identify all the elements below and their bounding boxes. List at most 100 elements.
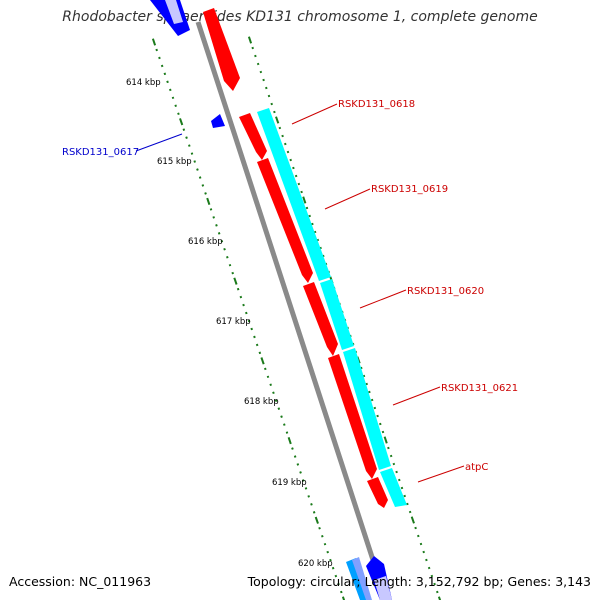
scale-dot: [259, 70, 263, 74]
leader-line: [417, 465, 465, 483]
cds-feature[interactable]: [343, 348, 391, 470]
scale-dot: [174, 104, 177, 108]
scale-dot: [376, 414, 379, 418]
scale-dot: [305, 206, 309, 210]
scale-dot: [182, 128, 186, 131]
scale-dot: [307, 495, 310, 498]
scale-dot: [274, 399, 278, 403]
leader-line: [291, 103, 338, 125]
dotted-scale-lines: [151, 36, 442, 600]
scale-dot: [242, 303, 245, 307]
scale-dot: [430, 574, 434, 578]
scale-dot: [294, 174, 298, 178]
scale-dot: [319, 246, 322, 250]
scale-dot: [217, 232, 221, 235]
kbp-label: 615 kbp: [157, 157, 192, 167]
gene-label-rskd131-0618[interactable]: RSKD131_0618: [338, 99, 415, 110]
scale-dot: [277, 407, 281, 410]
scale-dot: [296, 463, 300, 466]
scale-dot: [272, 391, 275, 395]
cds-feature[interactable]: [320, 279, 354, 350]
kbp-label: 614 kbp: [126, 78, 161, 88]
scale-dot: [284, 142, 287, 146]
scale-dot: [368, 390, 371, 394]
scale-dot: [436, 590, 439, 594]
scale-dot: [414, 526, 417, 530]
scale-dot: [223, 247, 226, 251]
scale-dot: [323, 542, 327, 546]
scale-dot: [267, 94, 271, 98]
scale-dot: [293, 455, 297, 458]
reverse-gene-feature[interactable]: [374, 576, 392, 600]
scale-dot: [281, 134, 284, 138]
scale-dot: [204, 192, 207, 195]
gene-feature-atpc[interactable]: [367, 477, 388, 508]
topology-summary: Topology: circular; Length: 3,152,792 bp…: [247, 574, 591, 589]
gene-label-rskd131-0620[interactable]: RSKD131_0620: [407, 286, 484, 297]
scale-dot: [370, 398, 374, 402]
scale-dot: [283, 423, 286, 426]
scale-dot: [233, 277, 238, 285]
scale-dot: [297, 182, 301, 186]
gene-label-rskd131-0621[interactable]: RSKD131_0621: [441, 383, 518, 394]
scale-dot: [292, 166, 295, 170]
scale-dot: [406, 502, 409, 506]
scale-dot: [302, 479, 305, 482]
leader-line: [359, 289, 407, 309]
gene-label-rskd131-0619[interactable]: RSKD131_0619: [371, 184, 448, 195]
scale-dot: [379, 422, 382, 426]
scale-dot: [302, 196, 307, 204]
scale-dot: [314, 516, 319, 524]
scale-dot: [365, 382, 368, 386]
scale-dot: [392, 462, 396, 466]
gene-feature-rskd131-0619[interactable]: [257, 158, 313, 283]
scale-dot: [185, 136, 188, 139]
scale-dot: [155, 48, 158, 52]
scale-dot: [188, 144, 191, 147]
cds-feature[interactable]: [380, 468, 407, 507]
scale-dot: [273, 110, 276, 114]
scale-dot: [201, 184, 205, 187]
scale-dot: [287, 436, 292, 445]
scale-dot: [151, 38, 157, 46]
scale-dot: [341, 596, 346, 600]
reverse-gene-feature[interactable]: [150, 0, 190, 36]
scale-dot: [275, 116, 280, 124]
scale-dot: [381, 430, 385, 434]
scale-dot: [239, 295, 243, 299]
gene-label-atpc[interactable]: atpC: [465, 462, 488, 473]
reverse-gene-feature[interactable]: [165, 0, 183, 24]
scale-dot: [258, 351, 262, 355]
scale-dot: [196, 168, 199, 171]
kbp-label: 617 kbp: [216, 317, 251, 327]
scale-dot: [312, 511, 316, 514]
scale-dot: [437, 596, 442, 600]
scale-dot: [193, 160, 196, 163]
scale-dot: [373, 406, 377, 410]
scale-dot: [160, 64, 164, 68]
scale-dot: [236, 287, 240, 291]
gene-feature-rskd131-0618[interactable]: [239, 113, 267, 160]
scale-dot: [231, 271, 234, 275]
scale-dot: [247, 319, 251, 323]
scale-dot: [291, 447, 294, 450]
gene-feature-rskd131-0621[interactable]: [328, 354, 377, 479]
kbp-label: 616 kbp: [188, 237, 223, 247]
gene-label-rskd131-0617[interactable]: RSKD131_0617: [62, 147, 139, 158]
scale-dot: [398, 478, 401, 482]
accession-label: Accession: NC_011963: [9, 574, 152, 589]
scale-dot: [251, 46, 254, 50]
scale-dot: [419, 542, 423, 546]
gene-feature-rskd131-0617[interactable]: [211, 114, 225, 128]
forward-gene-feature[interactable]: [203, 8, 240, 91]
reverse-gene-feature[interactable]: [352, 557, 372, 600]
gene-feature-rskd131-0620[interactable]: [303, 282, 338, 356]
scale-dot: [245, 311, 248, 315]
scale-dot: [255, 343, 259, 347]
cds-feature[interactable]: [257, 108, 331, 281]
scale-dot: [206, 197, 211, 206]
scale-dot: [321, 534, 324, 538]
scale-dot: [289, 158, 292, 162]
